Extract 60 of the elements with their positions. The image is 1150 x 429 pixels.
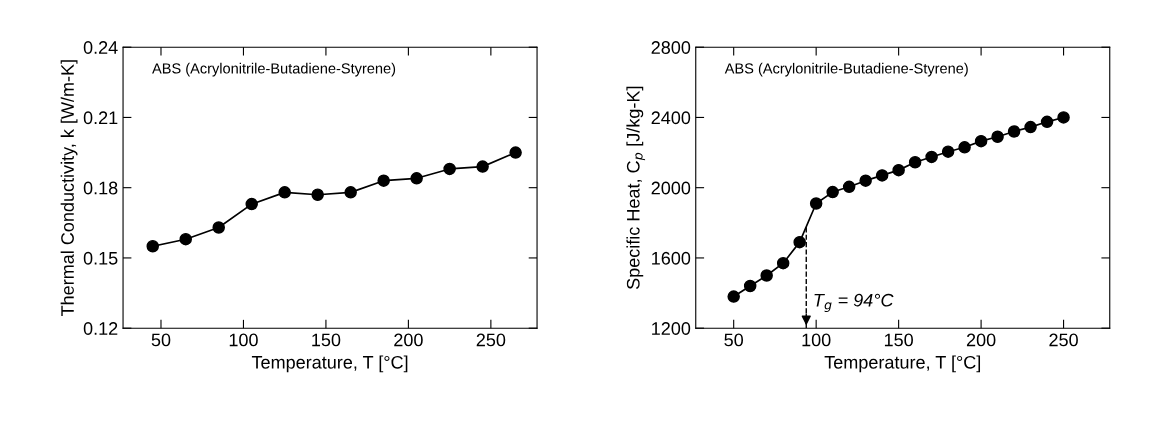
annotation: ABS (Acrylonitrile-Butadiene-Styrene) bbox=[724, 62, 968, 77]
y-axis-title: Specific Heat, C$_{p}$ [J/kg-K] bbox=[626, 86, 646, 290]
point bbox=[1057, 111, 1070, 124]
point bbox=[278, 186, 291, 199]
point bbox=[727, 290, 740, 303]
point bbox=[344, 186, 357, 199]
x-tick-label: 150 bbox=[884, 333, 913, 347]
y-tick-label: 0.12 bbox=[83, 322, 118, 335]
point bbox=[826, 185, 839, 199]
y-tick-label: 1200 bbox=[652, 322, 691, 335]
point bbox=[842, 180, 856, 194]
y-tick-label: 2800 bbox=[651, 41, 691, 54]
point bbox=[958, 141, 971, 154]
point bbox=[179, 232, 192, 246]
point bbox=[892, 163, 905, 177]
point bbox=[509, 146, 522, 159]
point bbox=[212, 221, 225, 234]
point bbox=[974, 134, 988, 148]
point bbox=[146, 239, 159, 253]
point bbox=[743, 279, 757, 293]
x-tick-label: 100 bbox=[802, 333, 831, 347]
point bbox=[476, 160, 489, 173]
y-axis-title: Thermal Conductivity, k [W/m-K] bbox=[60, 60, 78, 317]
point bbox=[991, 130, 1004, 144]
x-tick-label: 100 bbox=[229, 333, 258, 347]
y-tick-label: 2000 bbox=[651, 181, 691, 195]
point bbox=[776, 256, 790, 270]
x-tick-label: 150 bbox=[312, 333, 341, 347]
point bbox=[410, 172, 423, 185]
x-tick-label: 250 bbox=[1049, 333, 1078, 347]
y-tick-label: 0.18 bbox=[83, 181, 118, 195]
annotation: ABS (Acrylonitrile-Butadiene-Styrene) bbox=[152, 62, 396, 77]
x-tick-label: 200 bbox=[966, 333, 996, 347]
y-tick-label: 2400 bbox=[651, 111, 691, 125]
point bbox=[245, 197, 258, 211]
point bbox=[1007, 125, 1021, 138]
x-tick-label: 50 bbox=[724, 333, 744, 347]
x-tick-label: 200 bbox=[394, 333, 423, 347]
point bbox=[941, 145, 955, 158]
point bbox=[1024, 120, 1037, 134]
point bbox=[793, 235, 806, 249]
point bbox=[443, 162, 456, 176]
y-tick-label: 1600 bbox=[652, 251, 691, 265]
point bbox=[859, 174, 872, 187]
point bbox=[809, 197, 823, 210]
point bbox=[925, 150, 938, 164]
point bbox=[908, 155, 922, 169]
point bbox=[1040, 115, 1054, 129]
point bbox=[311, 188, 324, 201]
y-tick-label: 0.21 bbox=[83, 111, 118, 125]
y-tick-label: 0.15 bbox=[83, 251, 118, 265]
x-axis-title: Temperature, T [°C] bbox=[251, 355, 408, 373]
point bbox=[760, 269, 773, 282]
x-axis-title: Temperature, T [°C] bbox=[824, 355, 981, 373]
x-tick-label: 250 bbox=[476, 333, 506, 347]
x-tick-label: 50 bbox=[151, 333, 171, 347]
ref-line-label: T$_{g}$ = 94°C bbox=[814, 293, 894, 312]
point bbox=[875, 169, 889, 182]
point bbox=[377, 174, 390, 187]
y-tick-label: 0.24 bbox=[83, 41, 118, 54]
